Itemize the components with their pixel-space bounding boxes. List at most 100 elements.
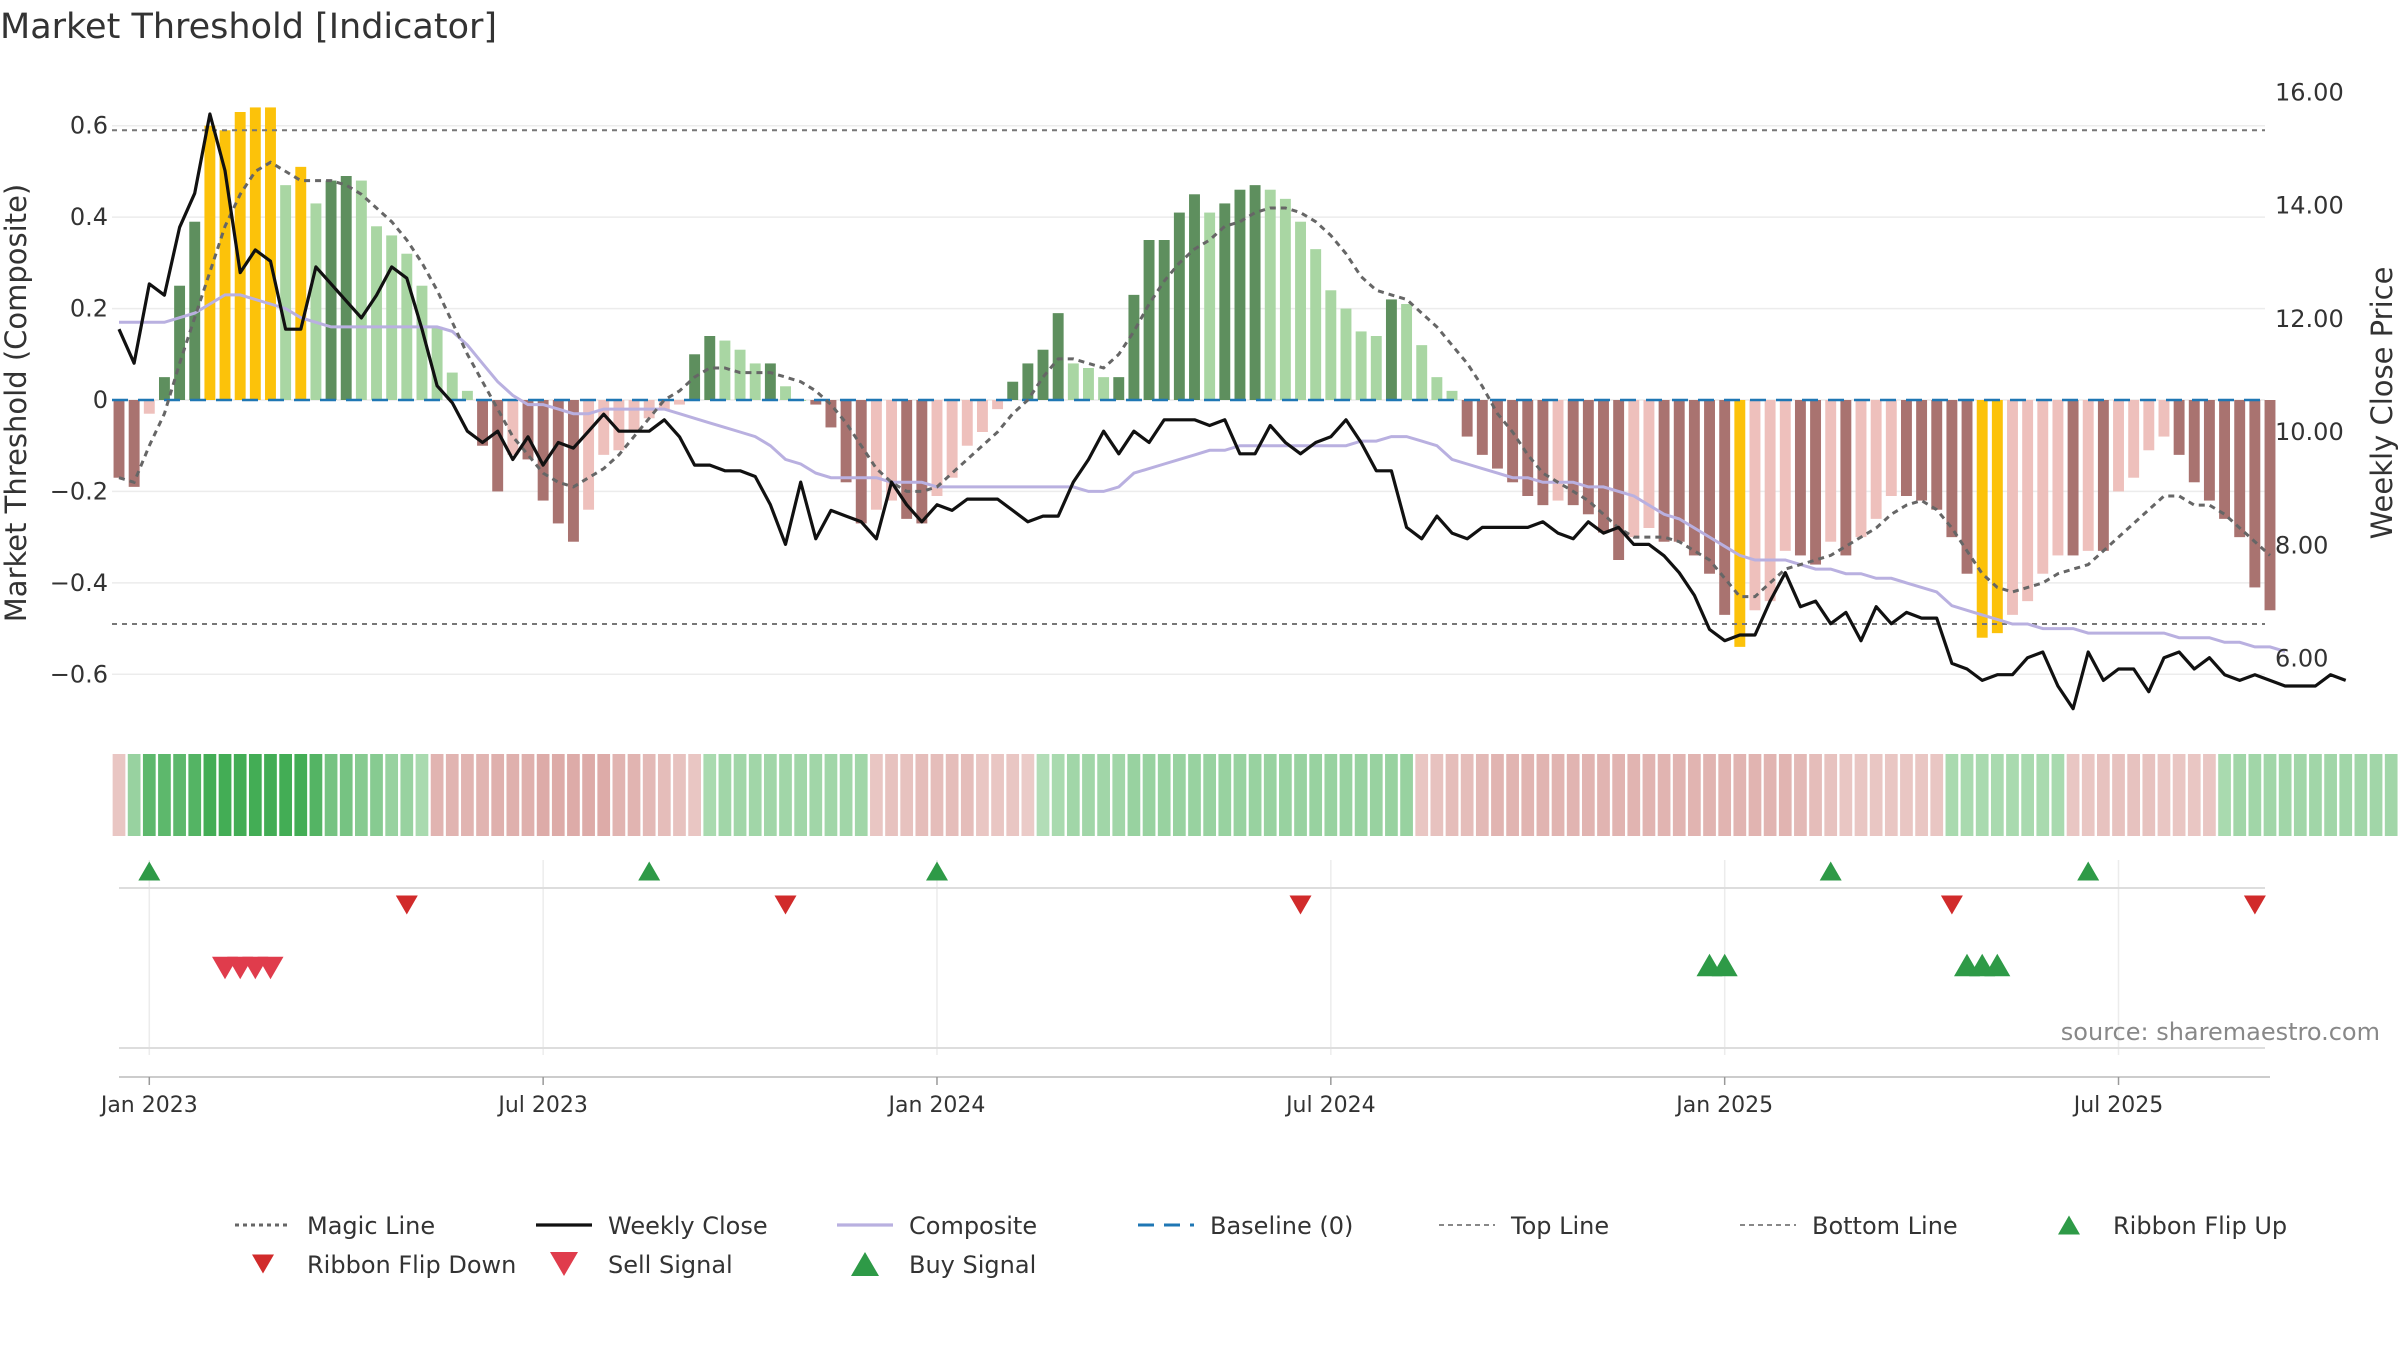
ribbon-cell	[1839, 754, 1853, 836]
ribbon-cell	[960, 754, 974, 836]
ribbon-cell	[1990, 754, 2004, 836]
legend-label: Composite	[909, 1212, 1037, 1240]
histogram-bar	[1189, 194, 1200, 400]
buy-signal-marker	[1711, 953, 1738, 977]
legend-label: Top Line	[1510, 1212, 1609, 1240]
x-tick-label: Jan 2024	[887, 1093, 986, 1118]
histogram-bar	[1794, 400, 1806, 556]
legend-item: Composite	[837, 1212, 1037, 1240]
ribbon-cell	[2278, 754, 2292, 836]
histogram-bar	[1113, 377, 1125, 400]
histogram-bar	[1052, 313, 1064, 400]
ribbon-cell	[2218, 754, 2231, 836]
histogram-bar	[1825, 400, 1837, 542]
histogram-bar	[1143, 240, 1155, 400]
ribbon-cell	[976, 754, 989, 836]
histogram-bar	[1567, 400, 1579, 506]
ribbon-cell	[248, 754, 262, 836]
ribbon-flip-down-marker	[1289, 895, 1312, 915]
histogram-bar	[1492, 400, 1503, 469]
ribbon-cell	[385, 754, 399, 836]
ribbon-cell	[673, 754, 686, 836]
ribbon-cell	[688, 754, 701, 836]
ribbon-cell	[1688, 754, 1701, 836]
histogram-bar	[1537, 400, 1549, 506]
histogram-bar	[1552, 400, 1564, 501]
ribbon-cell	[1051, 754, 1065, 836]
y-tick-label: 0.6	[70, 112, 108, 140]
histogram-bar	[1688, 400, 1700, 556]
histogram-bar	[2052, 400, 2064, 556]
ribbon-cell	[1066, 754, 1080, 836]
ribbon-cell	[2369, 754, 2383, 836]
histogram-bar	[1885, 400, 1897, 496]
histogram-bar	[1264, 189, 1276, 400]
buy-signal-marker	[1984, 953, 2011, 977]
ribbon-cell	[1400, 754, 1413, 836]
histogram-bar	[749, 363, 761, 400]
histogram-bar	[1719, 400, 1731, 615]
histogram-bar	[1582, 400, 1594, 515]
ribbon-cell	[1036, 754, 1050, 836]
histogram-bar	[295, 166, 307, 400]
ribbon-cell	[870, 754, 883, 836]
ribbon-cell	[794, 754, 808, 836]
histogram-bar	[1749, 400, 1761, 611]
legend-label: Baseline (0)	[1210, 1212, 1353, 1240]
gridlines	[112, 124, 2265, 1055]
ribbon-cell	[1778, 754, 1792, 836]
ribbon-cell	[1203, 754, 1217, 836]
ribbon-flip-up-marker	[638, 861, 661, 881]
ribbon-flip-down-marker	[395, 895, 418, 915]
ribbon-cell	[1945, 754, 1959, 836]
ribbon-cell	[1612, 754, 1626, 836]
signal-markers	[119, 861, 2266, 1049]
histogram-bar	[310, 203, 322, 400]
ribbon-cell	[2021, 754, 2034, 836]
ribbon-cell	[370, 754, 383, 836]
ribbon-cell	[1581, 754, 1595, 836]
histogram-bar	[325, 180, 337, 400]
ribbon-cell	[824, 754, 838, 836]
ribbon-cell	[430, 754, 444, 836]
y2-tick-label: 12.00	[2275, 305, 2344, 333]
ribbon-cell	[1960, 754, 1974, 836]
ribbon-cell	[854, 754, 868, 836]
ribbon-cell	[567, 754, 580, 836]
ribbon-cell	[991, 754, 1004, 836]
histogram-bar	[2113, 400, 2124, 492]
histogram-bar	[1598, 400, 1609, 533]
histogram-bar	[1476, 400, 1488, 455]
ribbon-cell	[1551, 754, 1565, 836]
legend-swatch	[851, 1252, 879, 1276]
ribbon-cell	[506, 754, 520, 836]
histogram-bar	[2007, 400, 2018, 615]
ribbon-cell	[1854, 754, 1868, 836]
y2-axis-label: Weekly Close Price	[2365, 267, 2399, 540]
ribbon-cell	[900, 754, 914, 836]
histogram-bar	[1931, 400, 1943, 510]
histogram-bar	[2249, 400, 2261, 588]
histogram-bar	[734, 349, 746, 400]
histogram-bar	[1279, 198, 1291, 400]
histogram-bar	[598, 400, 610, 455]
histogram-bar	[1295, 221, 1306, 400]
histogram-bar	[764, 363, 776, 400]
histogram-bar	[886, 400, 897, 501]
ribbon-cell	[2203, 754, 2216, 836]
ribbon-cell	[1915, 754, 1928, 836]
histogram-bar	[855, 400, 867, 524]
y-tick-label: −0.2	[50, 477, 108, 505]
ribbon-cell	[142, 754, 156, 836]
ribbon-cell	[233, 754, 247, 836]
histogram-bar	[1219, 203, 1231, 400]
histogram-bar	[2097, 400, 2109, 551]
ribbon-cell	[2187, 754, 2201, 836]
ribbon-cell	[2142, 754, 2156, 836]
ribbon-cell	[1884, 754, 1898, 836]
ribbon-cell	[521, 754, 535, 836]
histogram-bar	[1870, 400, 1882, 519]
legend-swatch	[252, 1254, 274, 1274]
histogram-bar	[1234, 189, 1246, 400]
